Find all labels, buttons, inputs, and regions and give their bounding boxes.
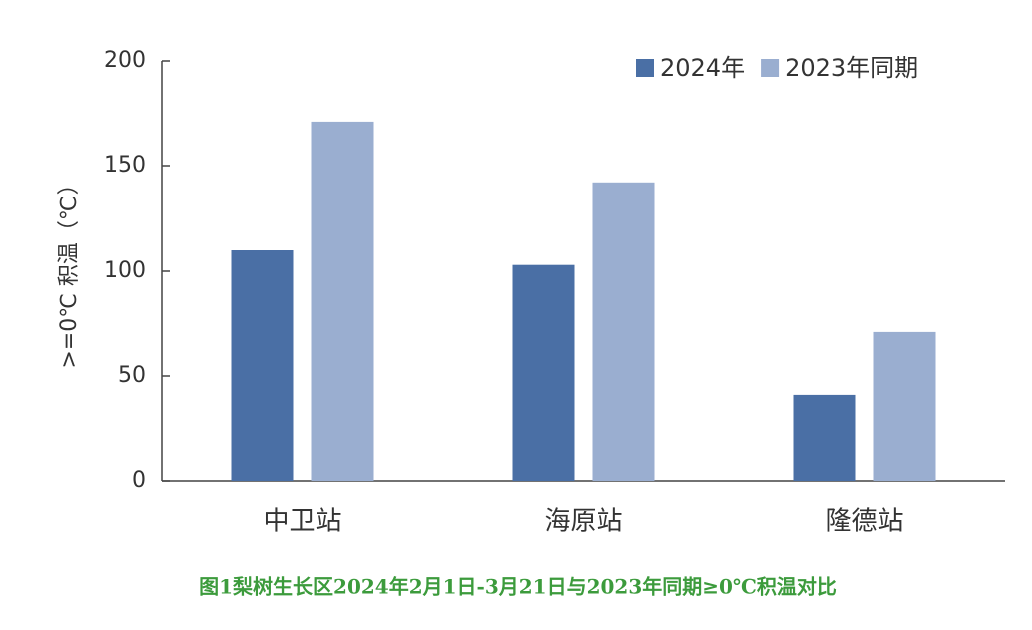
bar — [793, 394, 856, 481]
caption: 图1梨树生长区2024年2月1日-3月21日与2023年同期≥0℃积温对比 — [199, 575, 837, 599]
legend-swatch — [761, 59, 780, 77]
y-axis-label: >=0℃ 积温（℃） — [57, 173, 82, 368]
bar — [512, 264, 575, 481]
x-tick-label: 隆德站 — [825, 507, 903, 537]
legend-label: 2023年同期 — [785, 54, 918, 82]
legend-label: 2024年 — [660, 54, 745, 82]
x-tick-label: 中卫站 — [263, 507, 341, 537]
bar — [873, 331, 936, 481]
y-tick-label: 0 — [132, 468, 146, 493]
y-tick-label: 50 — [118, 363, 146, 388]
y-tick-label: 200 — [104, 48, 146, 73]
y-tick-label: 100 — [104, 258, 146, 283]
x-tick-label: 海原站 — [544, 507, 622, 537]
bar — [231, 250, 294, 481]
legend-swatch — [636, 59, 654, 77]
bar — [311, 121, 374, 482]
bar — [592, 182, 655, 482]
y-tick-label: 150 — [104, 153, 146, 178]
